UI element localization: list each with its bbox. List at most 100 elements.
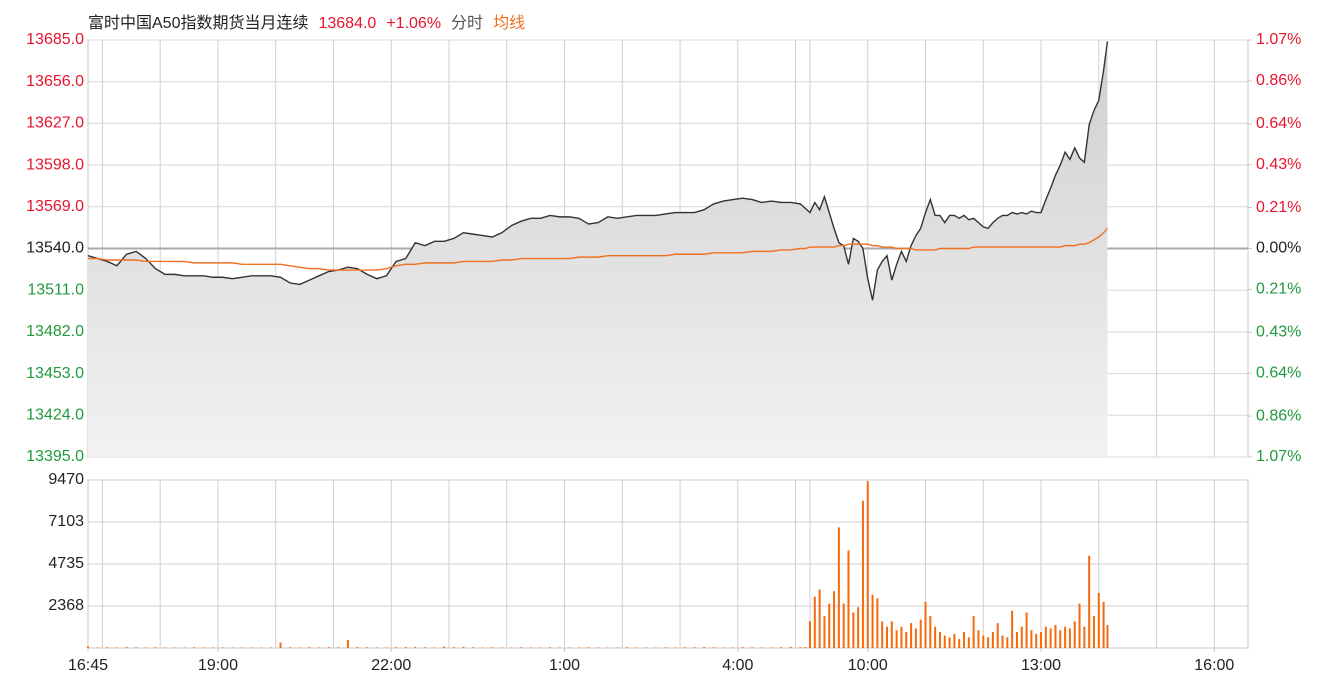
volume-bar: [279, 642, 282, 648]
volume-bar: [808, 621, 811, 648]
x-tick-label: 16:00: [1194, 657, 1234, 674]
legend-entry[interactable]: 分时: [451, 15, 484, 32]
volume-bar: [948, 637, 951, 648]
volume-bar: [799, 647, 802, 648]
y2-tick-label: 1.07%: [1256, 31, 1301, 48]
volume-bar: [804, 647, 807, 648]
volume-bar: [577, 647, 580, 648]
volume-bar: [1068, 628, 1071, 648]
volume-bar: [866, 481, 869, 648]
x-tick-label: 13:00: [1021, 657, 1061, 674]
volume-bar: [982, 635, 985, 648]
volume-bar: [568, 647, 571, 648]
volume-bar: [385, 647, 388, 648]
x-tick-label: 1:00: [549, 657, 580, 674]
x-tick-label: 19:00: [198, 657, 238, 674]
volume-bar: [929, 616, 932, 648]
y-tick-label: 13540.0: [26, 240, 84, 257]
volume-bar: [886, 626, 889, 648]
volume-bar: [953, 633, 956, 648]
volume-bar: [250, 647, 253, 648]
volume-bar: [443, 646, 446, 648]
volume-bar: [106, 647, 109, 648]
volume-bar: [173, 647, 176, 648]
volume-bar: [823, 616, 826, 648]
volume-bar: [1073, 621, 1076, 648]
volume-bar: [674, 647, 677, 648]
volume-bar: [481, 647, 484, 648]
volume-bar: [462, 646, 465, 648]
volume-bar: [977, 630, 980, 648]
header: 富时中国A50指数期货当月连续 13684.0 +1.06% 分时 均线: [88, 9, 535, 33]
volume-bar: [770, 647, 773, 648]
volume-bar: [996, 623, 999, 648]
volume-bar: [731, 647, 734, 648]
volume-bar: [1097, 593, 1100, 648]
change: +1.06%: [386, 15, 442, 32]
volume-bar: [1054, 624, 1057, 648]
volume-bar: [703, 647, 706, 648]
y-tick-label: 13395.0: [26, 448, 84, 465]
volume-bar: [414, 646, 417, 648]
volume-bar: [1044, 626, 1047, 648]
y-tick-label: 4735: [48, 555, 84, 572]
volume-bar: [987, 637, 990, 648]
volume-bar: [1088, 555, 1091, 648]
volume-bar: [967, 637, 970, 648]
volume-bar: [202, 647, 205, 648]
volume-bar: [924, 601, 927, 648]
volume-bar: [1006, 637, 1009, 648]
price-area: [88, 41, 1108, 458]
volume-bar: [1040, 632, 1043, 648]
volume-bar: [857, 607, 860, 648]
y2-tick-label: 0.43%: [1256, 324, 1301, 341]
volume-bar: [712, 647, 715, 648]
volume-bar: [626, 647, 629, 648]
y-tick-label: 13482.0: [26, 323, 84, 340]
y2-tick-label: 0.86%: [1256, 407, 1301, 424]
volume-bar: [693, 647, 696, 648]
volume-bar: [683, 647, 686, 648]
volume-bar: [115, 647, 118, 648]
volume-bar: [375, 647, 378, 648]
volume-bar: [269, 647, 272, 648]
y-tick-label: 13627.0: [26, 115, 84, 132]
volume-bar: [606, 647, 609, 648]
y-tick-label: 13656.0: [26, 73, 84, 90]
series-line: [87, 41, 1109, 301]
volume-bar: [154, 647, 157, 648]
y-tick-label: 9470: [48, 471, 84, 488]
y2-tick-label: 0.21%: [1256, 199, 1301, 216]
volume-bar: [241, 647, 244, 648]
volume-bar: [520, 647, 523, 648]
volume-bar: [1059, 630, 1062, 648]
volume-bar: [452, 647, 455, 648]
volume-bar: [423, 647, 426, 648]
volume-bar: [144, 647, 147, 648]
y-tick-label: 13569.0: [26, 198, 84, 215]
volume-bar: [1015, 632, 1018, 648]
volume-bar: [96, 647, 99, 648]
volume-bar: [861, 500, 864, 648]
volume-bar: [741, 647, 744, 648]
volume-bar: [871, 594, 874, 648]
volume-bar: [318, 647, 321, 648]
volume-bar: [221, 647, 224, 648]
volume-bar: [789, 646, 792, 648]
volume-bar: [751, 647, 754, 648]
volume-bar: [510, 647, 513, 648]
volume-bar: [212, 647, 215, 648]
volume-bar: [991, 632, 994, 648]
volume-bar: [958, 639, 961, 648]
volume-bar: [87, 646, 89, 648]
legend-entry[interactable]: 均线: [493, 15, 526, 32]
volume-bar: [1020, 626, 1023, 648]
volume-bar: [833, 591, 836, 648]
volume-bar: [910, 623, 913, 648]
volume-bar: [549, 647, 552, 648]
volume-bar: [289, 647, 292, 648]
volume-bar: [780, 647, 783, 648]
volume-bar: [813, 596, 816, 648]
